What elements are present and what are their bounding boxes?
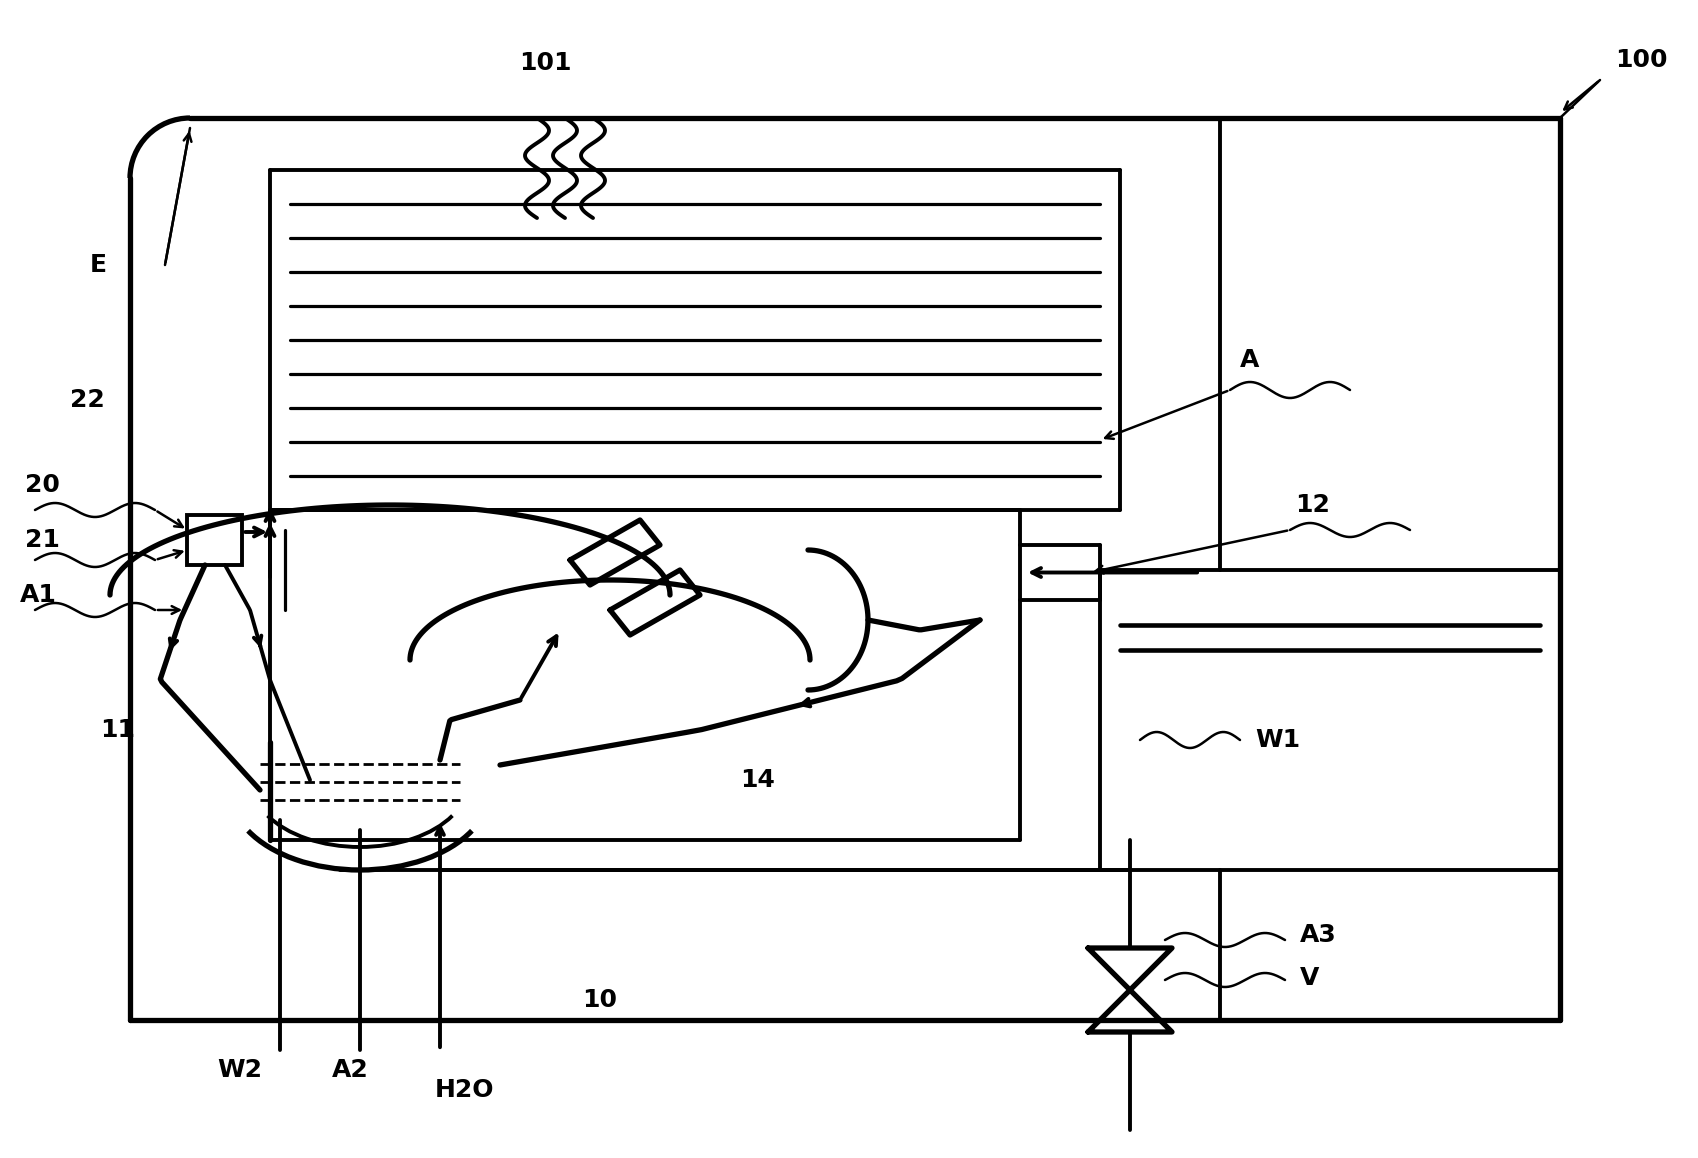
Text: 20: 20	[25, 472, 59, 497]
Bar	[187, 515, 243, 565]
Text: A: A	[1240, 349, 1258, 372]
Text: 12: 12	[1294, 493, 1330, 516]
Text: 11: 11	[100, 718, 134, 742]
Text: H2O: H2O	[435, 1078, 494, 1102]
Text: A2: A2	[331, 1058, 368, 1082]
Text: 100: 100	[1615, 47, 1666, 72]
Text: V: V	[1299, 966, 1319, 990]
Text: E: E	[90, 252, 107, 277]
Text: 10: 10	[582, 988, 616, 1012]
Text: 21: 21	[25, 528, 59, 552]
Text: W2: W2	[217, 1058, 263, 1082]
Text: A3: A3	[1299, 923, 1336, 947]
Text: 14: 14	[740, 768, 774, 792]
Text: 22: 22	[70, 388, 105, 412]
Text: W1: W1	[1255, 728, 1299, 752]
Text: 101: 101	[518, 51, 571, 75]
Text: A1: A1	[20, 582, 56, 607]
